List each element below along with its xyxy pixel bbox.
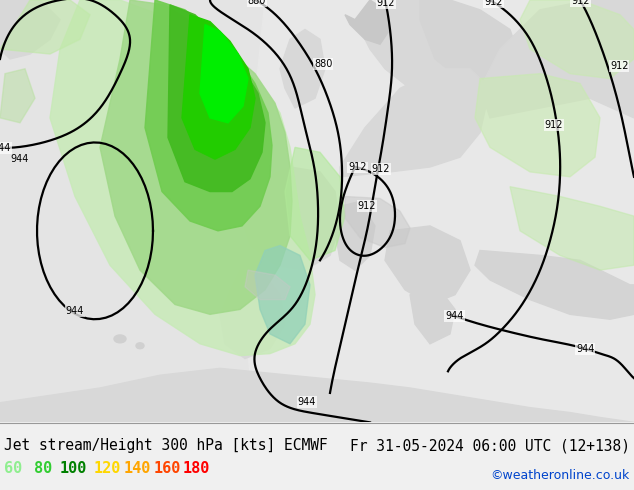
Polygon shape <box>285 147 345 260</box>
Text: 880: 880 <box>248 0 266 6</box>
Polygon shape <box>520 0 634 78</box>
Text: 912: 912 <box>484 0 503 7</box>
Text: Fr 31-05-2024 06:00 UTC (12+138): Fr 31-05-2024 06:00 UTC (12+138) <box>350 438 630 453</box>
Polygon shape <box>345 196 410 247</box>
Polygon shape <box>385 226 470 304</box>
Polygon shape <box>0 0 60 59</box>
Polygon shape <box>50 0 315 356</box>
Text: 944: 944 <box>576 343 595 354</box>
Polygon shape <box>0 0 90 54</box>
Text: 944: 944 <box>66 306 84 317</box>
Polygon shape <box>510 187 634 270</box>
Text: 912: 912 <box>372 164 391 174</box>
Text: 880: 880 <box>314 59 332 69</box>
Polygon shape <box>420 0 520 88</box>
Polygon shape <box>0 368 634 422</box>
Text: 912: 912 <box>545 120 563 130</box>
Text: 944: 944 <box>298 397 316 407</box>
Polygon shape <box>345 0 390 44</box>
Text: 912: 912 <box>610 61 628 71</box>
Text: 160: 160 <box>154 461 181 476</box>
Polygon shape <box>0 69 35 123</box>
Text: 912: 912 <box>571 0 590 6</box>
Polygon shape <box>240 167 340 270</box>
Polygon shape <box>245 270 290 299</box>
Polygon shape <box>100 0 292 314</box>
Polygon shape <box>182 15 255 159</box>
Text: 80: 80 <box>34 461 52 476</box>
Text: 60: 60 <box>4 461 22 476</box>
Polygon shape <box>255 245 310 344</box>
Text: 912: 912 <box>358 201 376 211</box>
Polygon shape <box>200 24 248 123</box>
Text: 120: 120 <box>94 461 121 476</box>
Polygon shape <box>220 270 285 359</box>
Polygon shape <box>280 29 325 108</box>
Polygon shape <box>365 0 460 98</box>
Text: ©weatheronline.co.uk: ©weatheronline.co.uk <box>491 469 630 482</box>
Text: 944: 944 <box>0 143 11 152</box>
Polygon shape <box>240 0 634 422</box>
Ellipse shape <box>114 335 126 343</box>
Polygon shape <box>145 0 272 231</box>
Polygon shape <box>335 201 375 270</box>
Polygon shape <box>475 250 634 319</box>
Polygon shape <box>340 69 490 177</box>
Polygon shape <box>410 290 455 344</box>
Polygon shape <box>480 0 634 118</box>
Polygon shape <box>475 74 600 177</box>
Text: 140: 140 <box>124 461 152 476</box>
Text: 944: 944 <box>10 154 29 164</box>
Text: Jet stream/Height 300 hPa [kts] ECMWF: Jet stream/Height 300 hPa [kts] ECMWF <box>4 438 328 453</box>
Polygon shape <box>168 5 265 192</box>
Text: 100: 100 <box>60 461 87 476</box>
Ellipse shape <box>136 343 144 349</box>
Text: 912: 912 <box>348 163 366 172</box>
Text: 944: 944 <box>446 311 463 321</box>
Text: 912: 912 <box>377 0 395 8</box>
Text: 180: 180 <box>183 461 210 476</box>
